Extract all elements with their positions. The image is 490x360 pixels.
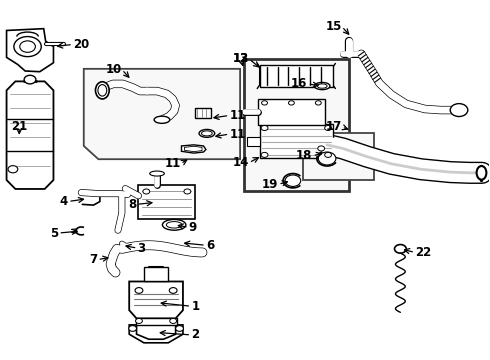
Text: 1: 1 <box>191 300 199 313</box>
Ellipse shape <box>98 85 107 96</box>
Text: 20: 20 <box>73 38 89 51</box>
Text: 3: 3 <box>138 242 146 255</box>
Circle shape <box>285 175 301 186</box>
Text: 14: 14 <box>233 156 249 169</box>
Ellipse shape <box>162 220 186 230</box>
Text: 4: 4 <box>60 195 68 208</box>
Circle shape <box>136 319 143 323</box>
Circle shape <box>316 101 321 105</box>
Circle shape <box>135 288 143 293</box>
Circle shape <box>20 41 35 52</box>
Circle shape <box>129 325 137 331</box>
Text: 5: 5 <box>50 226 58 239</box>
Bar <box>144 267 168 282</box>
Text: 18: 18 <box>296 149 313 162</box>
Text: 11: 11 <box>229 109 245 122</box>
Text: 2: 2 <box>191 328 199 341</box>
Polygon shape <box>6 81 53 189</box>
Circle shape <box>170 319 176 323</box>
Ellipse shape <box>150 171 164 176</box>
Text: 15: 15 <box>325 20 342 33</box>
Polygon shape <box>195 108 211 118</box>
Ellipse shape <box>199 130 215 137</box>
Text: 19: 19 <box>262 178 278 191</box>
Polygon shape <box>136 319 176 324</box>
Circle shape <box>143 189 150 194</box>
Circle shape <box>318 146 325 151</box>
Circle shape <box>24 75 36 84</box>
Circle shape <box>289 101 294 105</box>
Bar <box>260 125 333 158</box>
Text: 11: 11 <box>229 127 245 141</box>
Text: 17: 17 <box>325 121 342 134</box>
Ellipse shape <box>477 166 487 180</box>
Polygon shape <box>181 145 206 153</box>
Circle shape <box>175 325 183 331</box>
Text: 13: 13 <box>233 52 249 65</box>
Circle shape <box>261 152 268 157</box>
Polygon shape <box>6 29 53 72</box>
Polygon shape <box>184 146 202 152</box>
Circle shape <box>450 104 468 117</box>
Text: 8: 8 <box>128 198 137 211</box>
Bar <box>139 185 195 220</box>
Ellipse shape <box>315 82 330 90</box>
Bar <box>258 99 325 126</box>
Circle shape <box>8 166 18 173</box>
Text: 10: 10 <box>106 63 122 76</box>
Bar <box>244 59 349 192</box>
Circle shape <box>394 244 406 253</box>
Circle shape <box>169 288 177 293</box>
Text: 9: 9 <box>189 221 197 234</box>
Circle shape <box>261 126 268 131</box>
Polygon shape <box>84 69 240 159</box>
Ellipse shape <box>318 84 327 88</box>
Circle shape <box>318 152 336 165</box>
Circle shape <box>325 152 331 157</box>
Ellipse shape <box>96 82 109 99</box>
Bar <box>303 134 373 180</box>
Circle shape <box>184 189 191 194</box>
Ellipse shape <box>201 131 212 136</box>
Text: 21: 21 <box>11 121 27 134</box>
Polygon shape <box>247 137 260 146</box>
Text: 7: 7 <box>89 253 98 266</box>
Circle shape <box>325 126 331 131</box>
Text: 12: 12 <box>233 52 249 65</box>
Polygon shape <box>129 282 183 319</box>
Text: 6: 6 <box>206 239 214 252</box>
Text: 16: 16 <box>291 77 308 90</box>
Ellipse shape <box>166 222 182 228</box>
Ellipse shape <box>154 116 170 123</box>
Polygon shape <box>129 325 183 343</box>
Bar <box>260 65 333 87</box>
Circle shape <box>262 101 268 105</box>
Text: 11: 11 <box>164 157 180 170</box>
Text: 22: 22 <box>415 246 431 259</box>
Circle shape <box>14 37 41 57</box>
